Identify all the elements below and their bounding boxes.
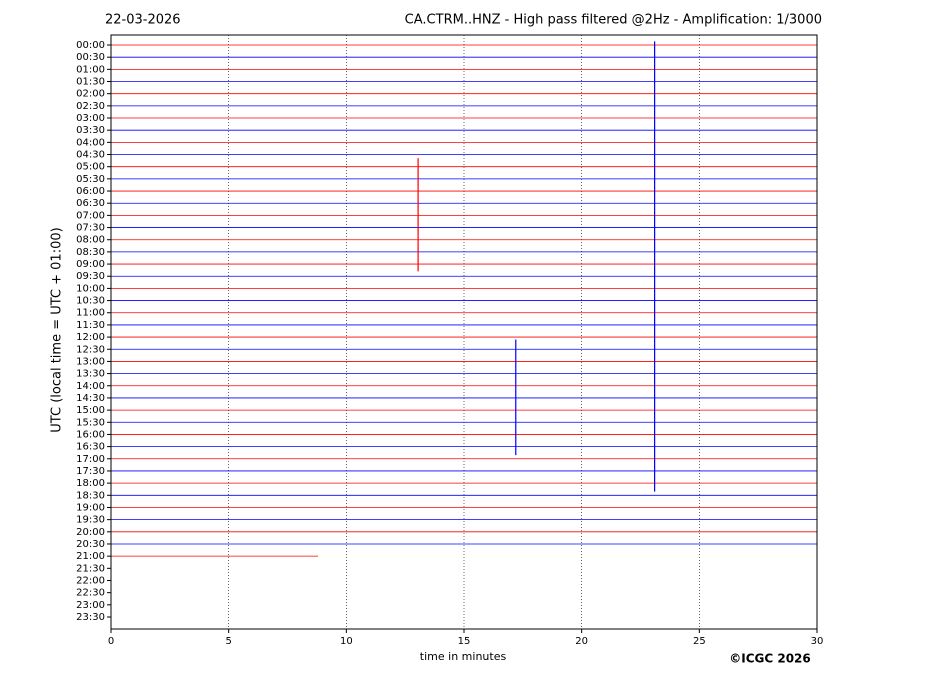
y-tick-label: 21:30 xyxy=(76,563,105,574)
chart-title: CA.CTRM..HNZ - High pass filtered @2Hz -… xyxy=(405,13,822,28)
y-tick-label: 21:00 xyxy=(76,551,105,562)
x-tick-label: 30 xyxy=(811,636,824,647)
y-tick-label: 04:00 xyxy=(76,137,105,148)
y-tick-label: 11:30 xyxy=(76,320,105,331)
y-tick-label: 11:00 xyxy=(76,308,105,319)
y-tick-label: 13:30 xyxy=(76,369,105,380)
y-tick-label: 22:30 xyxy=(76,588,105,599)
x-tick-label: 10 xyxy=(340,636,353,647)
y-tick-label: 00:00 xyxy=(76,40,105,51)
x-tick-label: 25 xyxy=(693,636,706,647)
y-tick-label: 15:00 xyxy=(76,405,105,416)
y-tick-label: 09:00 xyxy=(76,259,105,270)
y-tick-label: 02:00 xyxy=(76,89,105,100)
y-tick-label: 06:30 xyxy=(76,198,105,209)
y-tick-label: 17:00 xyxy=(76,454,105,465)
y-tick-label: 01:30 xyxy=(76,77,105,88)
y-tick-label: 00:30 xyxy=(76,52,105,63)
y-tick-label: 18:30 xyxy=(76,490,105,501)
y-tick-label: 18:00 xyxy=(76,478,105,489)
x-axis-label: time in minutes xyxy=(420,650,507,663)
date: 22-03-2026 xyxy=(105,13,181,28)
y-tick-label: 15:30 xyxy=(76,417,105,428)
x-tick-label: 15 xyxy=(458,636,471,647)
y-tick-label: 19:30 xyxy=(76,515,105,526)
y-tick-label: 19:00 xyxy=(76,502,105,513)
y-tick-label: 03:00 xyxy=(76,113,105,124)
y-tick-label: 04:30 xyxy=(76,150,105,161)
y-tick-label: 14:00 xyxy=(76,381,105,392)
y-tick-label: 10:30 xyxy=(76,296,105,307)
y-tick-label: 06:00 xyxy=(76,186,105,197)
y-tick-label: 20:30 xyxy=(76,539,105,550)
y-tick-label: 05:30 xyxy=(76,174,105,185)
y-tick-label: 16:30 xyxy=(76,442,105,453)
y-tick-label: 05:00 xyxy=(76,162,105,173)
y-tick-label: 13:00 xyxy=(76,356,105,367)
y-tick-label: 07:30 xyxy=(76,223,105,234)
y-tick-label: 23:30 xyxy=(76,612,105,623)
x-tick-label: 20 xyxy=(575,636,588,647)
y-tick-label: 12:30 xyxy=(76,344,105,355)
y-tick-label: 03:30 xyxy=(76,125,105,136)
y-tick-label: 17:30 xyxy=(76,466,105,477)
y-tick-label: 23:00 xyxy=(76,600,105,611)
y-tick-label: 14:30 xyxy=(76,393,105,404)
y-tick-label: 02:30 xyxy=(76,101,105,112)
copyright: ©ICGC 2026 xyxy=(729,652,811,666)
y-tick-label: 20:00 xyxy=(76,527,105,538)
x-tick-label: 0 xyxy=(108,636,114,647)
y-tick-label: 01:00 xyxy=(76,64,105,75)
plot-frame xyxy=(110,34,818,630)
y-tick-label: 08:30 xyxy=(76,247,105,258)
y-tick-label: 07:00 xyxy=(76,210,105,221)
y-axis-label: UTC (local time = UTC + 01:00) xyxy=(50,227,65,432)
y-tick-label: 10:00 xyxy=(76,283,105,294)
x-tick-label: 5 xyxy=(225,636,231,647)
y-tick-label: 22:00 xyxy=(76,575,105,586)
y-tick-label: 08:00 xyxy=(76,235,105,246)
y-tick-label: 09:30 xyxy=(76,271,105,282)
y-tick-label: 12:00 xyxy=(76,332,105,343)
y-tick-label: 16:00 xyxy=(76,429,105,440)
